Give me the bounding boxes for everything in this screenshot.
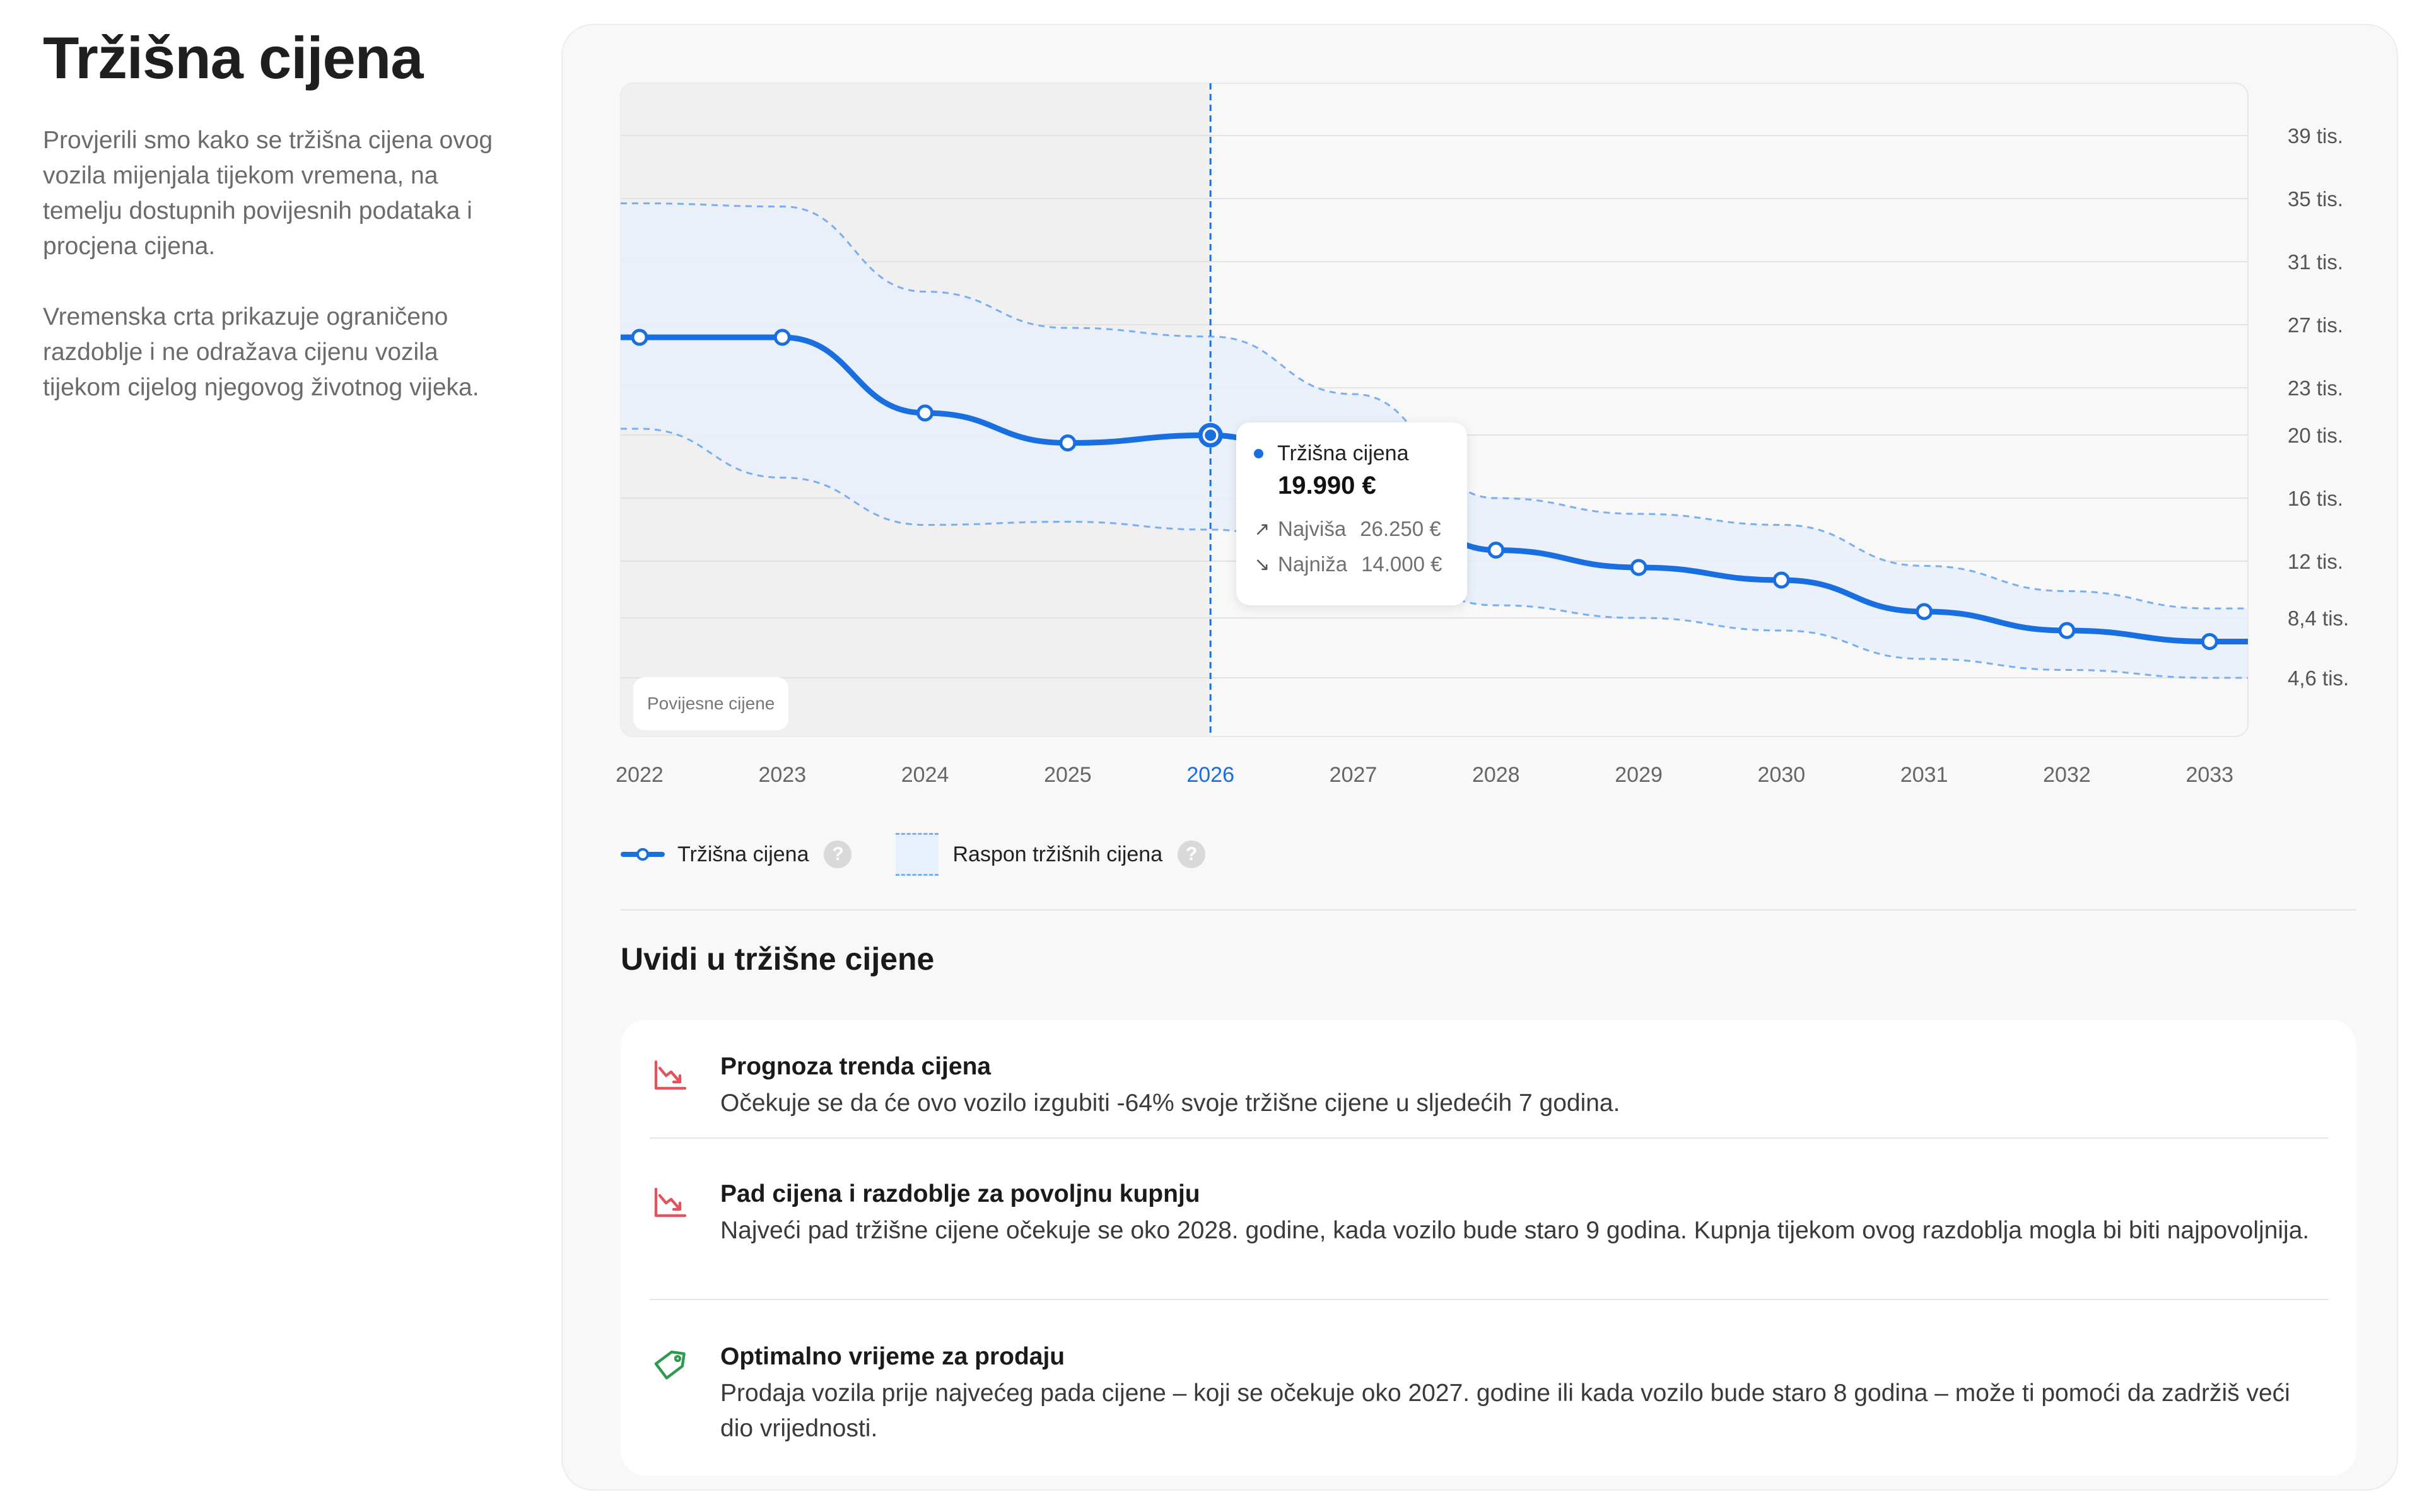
price-tooltip: Tržišna cijena 19.990 € ↗ Najviša 26.250…: [1236, 422, 1467, 605]
y-tick-label: 31 tis.: [2288, 250, 2343, 274]
arrow-down-right-icon: ↘: [1254, 554, 1270, 575]
help-icon[interactable]: ?: [1178, 840, 1206, 868]
y-tick-label: 35 tis.: [2288, 187, 2343, 211]
x-tick-label: 2023: [758, 763, 806, 787]
y-tick-label: 12 tis.: [2288, 550, 2343, 573]
market-price-card: 39 tis. 35 tis. 31 tis. 27 tis. 23 tis. 20 ti…: [561, 24, 2398, 1491]
y-tick-label: 39 tis.: [2288, 124, 2343, 148]
tag-icon: [654, 1350, 686, 1380]
x-tick-label: 2028: [1472, 763, 1520, 787]
insight-title: Prognoza trenda cijena: [720, 1053, 992, 1080]
market-price-point: [1772, 571, 1790, 589]
market-price-point: [773, 329, 791, 346]
chart-legend: Tržišna cijena ? Raspon tržišnih cijena …: [621, 826, 1249, 883]
x-tick-label: 2032: [2043, 763, 2091, 787]
market-price-point: [916, 404, 934, 422]
intro-paragraph-2: Vremenska crta prikazuje ograničeno razd…: [43, 303, 479, 402]
market-price-point: [1059, 434, 1077, 451]
range-band-icon: [896, 833, 939, 876]
insights-title: Uvidi u tržišne cijene: [621, 941, 935, 977]
y-tick-label: 8,4 tis.: [2288, 607, 2349, 630]
y-tick-label: 16 tis.: [2288, 487, 2343, 510]
price-chart[interactable]: 39 tis. 35 tis. 31 tis. 27 tis. 23 tis. 20 ti…: [563, 25, 2399, 921]
tooltip-label: Tržišna cijena: [1277, 441, 1409, 465]
trend-down-icon: [654, 1060, 687, 1090]
insight-divider: [650, 1299, 2329, 1300]
tooltip-value: 19.990 €: [1278, 472, 1376, 499]
insights-list: Prognoza trenda cijena Očekuje se da će …: [621, 1020, 2356, 1475]
insight-text: Najveći pad tržišne cijene očekuje se ok…: [720, 1217, 2310, 1244]
page-title: Tržišna cijena: [43, 25, 424, 91]
market-price-point: [1487, 542, 1505, 559]
tooltip-max-value: 26.250 €: [1360, 517, 1441, 540]
x-tick-label: 2030: [1758, 763, 1806, 787]
history-prices-badge: Povijesne cijene: [633, 677, 789, 730]
x-tick-label: 2024: [901, 763, 949, 787]
insight-text: Prodaja vozila prije najvećeg pada cijen…: [720, 1380, 2290, 1442]
price-range-band: [621, 203, 2248, 678]
market-price-point: [631, 329, 648, 346]
y-tick-label: 20 tis.: [2288, 424, 2343, 447]
legend-label-market-price: Tržišna cijena: [677, 842, 809, 866]
x-tick-label: 2025: [1044, 763, 1092, 787]
insight-text: Očekuje se da će ovo vozilo izgubiti -64…: [720, 1090, 1620, 1117]
market-price-point-active: [1205, 429, 1217, 441]
tooltip-max-label: Najviša: [1278, 517, 1347, 540]
insight-divider: [650, 1137, 2329, 1139]
insight-title: Pad cijena i razdoblje za povoljnu kupnj…: [720, 1180, 1200, 1207]
legend-label-price-range: Raspon tržišnih cijena: [952, 842, 1163, 866]
tooltip-min-label: Najniža: [1278, 552, 1348, 576]
market-price-point: [2201, 633, 2218, 650]
x-tick-label: 2033: [2185, 763, 2233, 787]
market-price-point: [1916, 603, 1933, 620]
x-tick-label: 2031: [1900, 763, 1948, 787]
trend-down-icon: [654, 1187, 687, 1218]
insight-title: Optimalno vrijeme za prodaju: [720, 1343, 1065, 1370]
section-divider: [621, 909, 2356, 910]
arrow-up-right-icon: ↗: [1254, 518, 1270, 540]
y-tick-label: 27 tis.: [2288, 313, 2343, 337]
x-tick-label: 2029: [1615, 763, 1663, 787]
market-price-point: [1630, 559, 1647, 576]
y-tick-label: 23 tis.: [2288, 376, 2343, 400]
intro-paragraph-1: Provjerili smo kako se tržišna cijena ov…: [43, 127, 493, 260]
market-price-point: [2058, 622, 2076, 639]
legend-item-market-price[interactable]: Tržišna cijena ?: [621, 840, 852, 868]
line-series-icon: [621, 845, 665, 864]
x-tick-label: 2027: [1330, 763, 1378, 787]
tooltip-dot-icon: [1254, 448, 1263, 458]
legend-item-price-range[interactable]: Raspon tržišnih cijena ?: [896, 833, 1206, 876]
x-tick-label: 2026: [1186, 763, 1234, 787]
tooltip-min-value: 14.000 €: [1361, 552, 1442, 576]
help-icon[interactable]: ?: [824, 840, 852, 868]
intro-section: Tržišna cijena Provjerili smo kako se tr…: [43, 25, 510, 441]
y-tick-label: 4,6 tis.: [2288, 666, 2349, 690]
x-tick-label: 2022: [616, 763, 664, 787]
